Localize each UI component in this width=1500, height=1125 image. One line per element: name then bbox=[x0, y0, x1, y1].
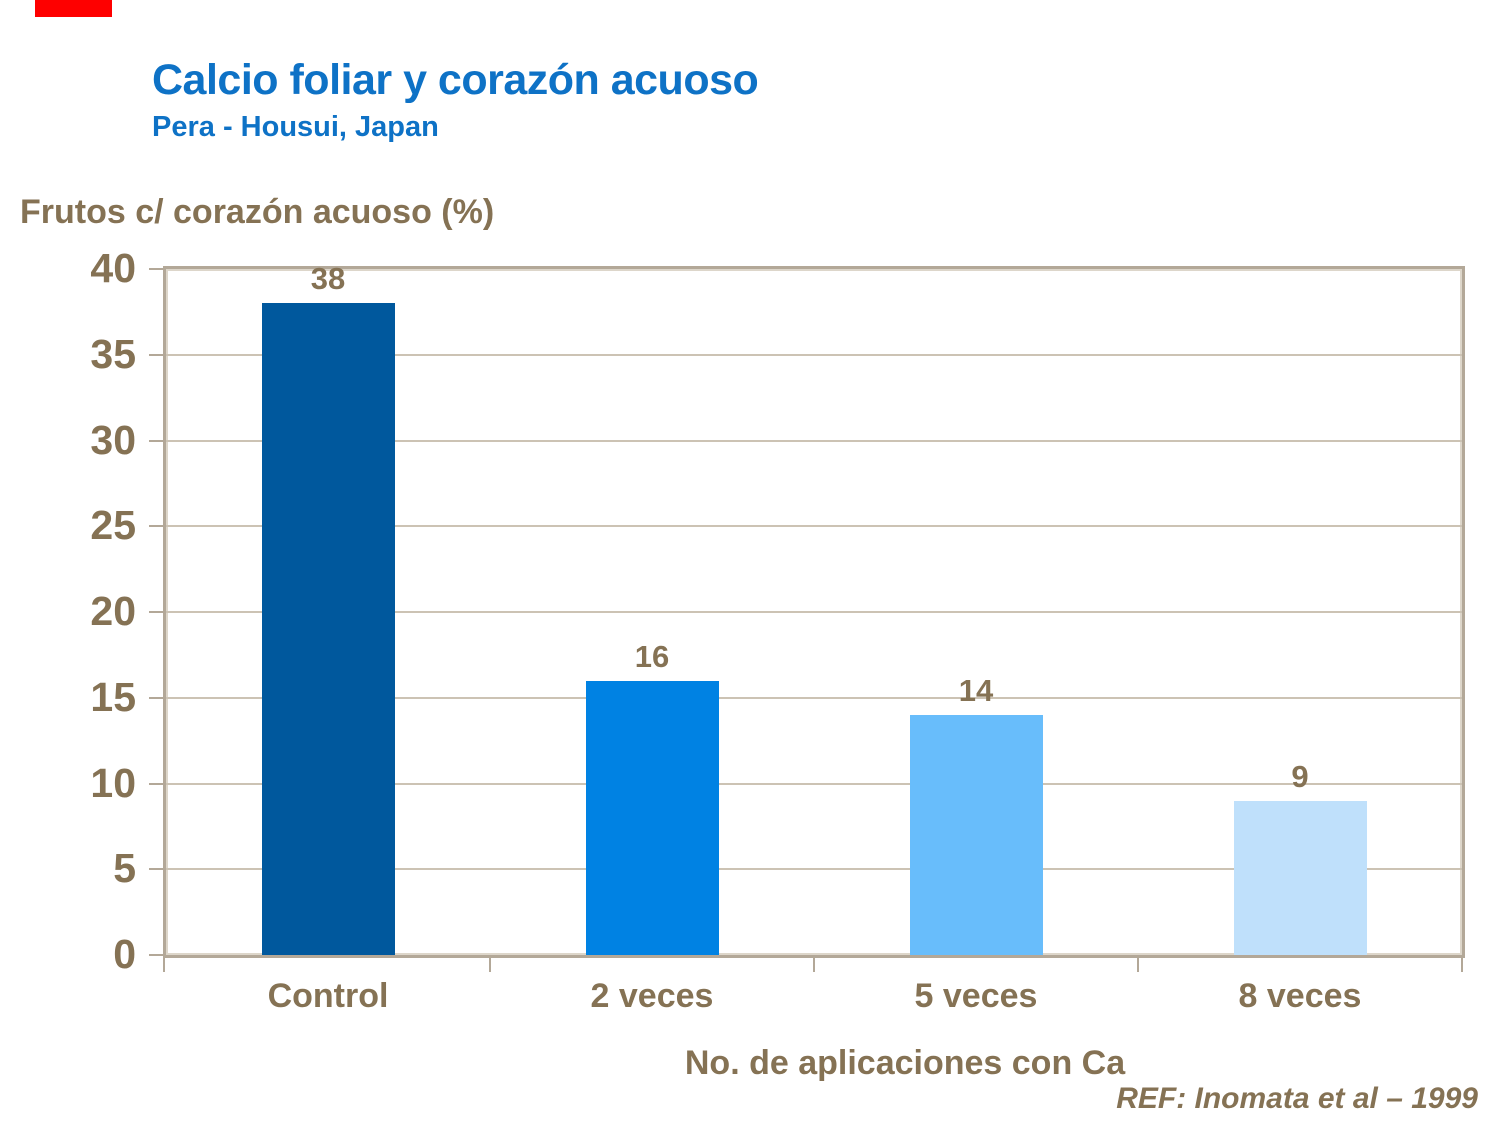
chart-subtitle: Pera - Housui, Japan bbox=[152, 111, 439, 143]
x-category-label: 8 veces bbox=[1238, 977, 1362, 1015]
y-tick-label-20: 20 bbox=[90, 588, 136, 634]
bar-value-label: 9 bbox=[1291, 758, 1309, 794]
x-tick-1 bbox=[489, 958, 491, 972]
y-tick-label-15: 15 bbox=[90, 673, 136, 720]
y-tick-label-25: 25 bbox=[90, 502, 136, 549]
bar-value-label: 14 bbox=[958, 672, 994, 708]
chart-title: Calcio foliar y corazón acuoso bbox=[152, 56, 759, 104]
gridline-y-20 bbox=[166, 611, 1462, 613]
y-tick-label-5: 5 bbox=[113, 845, 136, 892]
x-tick-4 bbox=[1461, 958, 1463, 972]
y-tick-label-0: 0 bbox=[113, 931, 136, 977]
y-tick-5 bbox=[149, 868, 163, 871]
x-tick-2 bbox=[813, 958, 815, 972]
y-tick-label-10: 10 bbox=[90, 759, 136, 806]
y-tick-15 bbox=[149, 696, 163, 699]
x-category-label: 5 veces bbox=[914, 977, 1038, 1015]
gridline-y-25 bbox=[166, 525, 1462, 528]
x-tick-3 bbox=[1137, 958, 1139, 972]
x-axis-title: No. de aplicaciones con Ca bbox=[684, 1044, 1126, 1082]
bar-value-label: 16 bbox=[634, 638, 670, 674]
x-category-label: 2 veces bbox=[590, 977, 714, 1015]
y-tick-label-30: 30 bbox=[90, 416, 136, 463]
y-tick-label-40: 40 bbox=[90, 245, 136, 291]
bar-8-veces bbox=[1233, 800, 1367, 955]
gridline-y-5 bbox=[166, 868, 1462, 871]
y-tick-0 bbox=[149, 954, 163, 956]
gridline-y-15 bbox=[166, 696, 1462, 699]
bar-2-veces bbox=[585, 680, 719, 955]
y-tick-40 bbox=[149, 268, 163, 270]
gridline-y-30 bbox=[166, 439, 1462, 442]
x-tick-0 bbox=[163, 958, 165, 972]
gridline-y-10 bbox=[166, 782, 1462, 785]
y-axis-title: Frutos c/ corazón acuoso (%) bbox=[20, 193, 495, 231]
reference-text: REF: Inomata et al – 1999 bbox=[1116, 1082, 1478, 1115]
y-tick-label-35: 35 bbox=[90, 330, 136, 377]
plot-area: 0 5 10 15 20 25 30 35 40 38 Control 16 2 veces 14 5 ve… bbox=[90, 248, 1465, 1013]
gridline-y-35 bbox=[166, 353, 1462, 356]
bar-control bbox=[261, 303, 395, 955]
x-category-label: Control bbox=[267, 977, 389, 1015]
y-tick-35 bbox=[149, 353, 163, 356]
bar-5-veces bbox=[909, 714, 1043, 955]
y-tick-30 bbox=[149, 439, 163, 442]
bar-value-label: 38 bbox=[310, 261, 346, 297]
red-accent-bar bbox=[35, 0, 112, 17]
y-tick-25 bbox=[149, 525, 163, 528]
y-tick-20 bbox=[149, 611, 163, 613]
y-tick-10 bbox=[149, 782, 163, 785]
